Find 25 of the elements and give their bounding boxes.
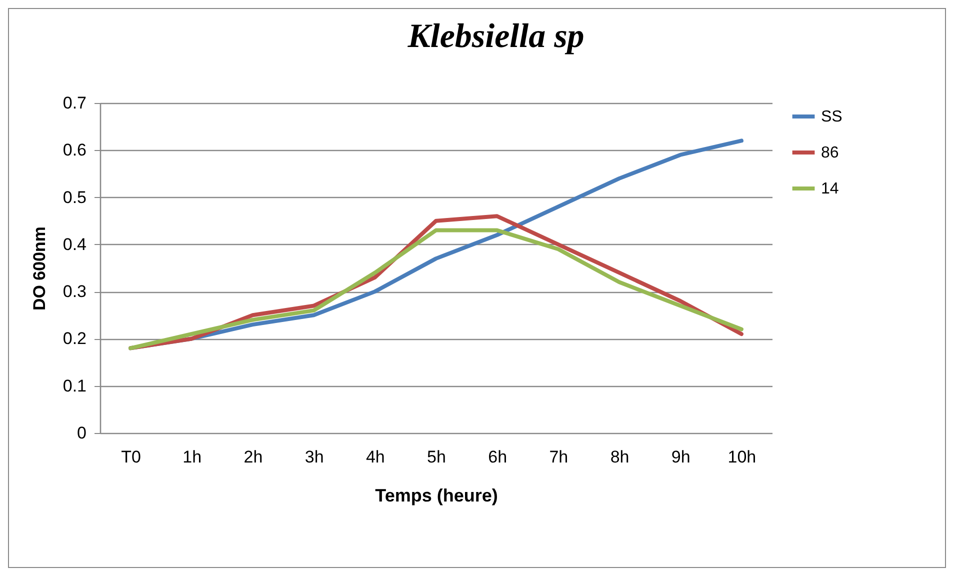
x-tick-label: 3h	[304, 448, 324, 466]
y-tick-label: 0.7	[62, 94, 86, 112]
x-tick-label: 6h	[488, 448, 508, 466]
x-tick-label: 5h	[427, 448, 446, 466]
y-tick-label: 0.1	[62, 376, 86, 396]
y-tick-label: 0.3	[62, 282, 86, 302]
x-axis-title: Temps (heure)	[375, 486, 498, 506]
legend-label: SS	[821, 108, 842, 126]
y-tick-label: 0.4	[62, 234, 86, 254]
y-tick-label: 0.5	[62, 188, 86, 207]
y-tick-label: 0.2	[62, 329, 86, 348]
x-tick-label: 2h	[244, 448, 263, 466]
x-tick-label: T0	[121, 448, 141, 466]
x-tick-label: 8h	[610, 448, 630, 466]
y-tick-label: 0.6	[62, 140, 86, 160]
legend-label: 86	[821, 144, 839, 162]
legend-label: 14	[821, 180, 839, 198]
x-tick-label: 7h	[549, 448, 568, 466]
chart-title: Klebsiella sp	[406, 18, 584, 55]
x-tick-label: 4h	[366, 448, 385, 466]
x-tick-label: 10h	[728, 448, 756, 466]
x-tick-label: 1h	[182, 448, 202, 466]
x-tick-label: 9h	[671, 448, 690, 466]
y-tick-label: 0	[77, 424, 86, 442]
y-axis-title: DO 600nm	[30, 226, 49, 311]
